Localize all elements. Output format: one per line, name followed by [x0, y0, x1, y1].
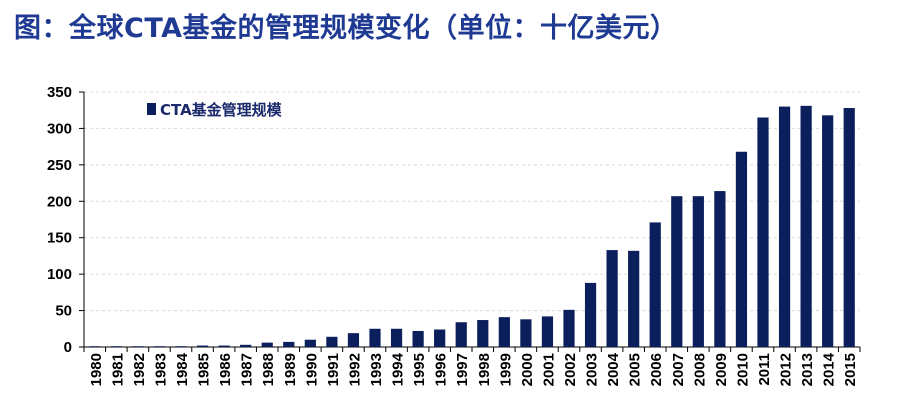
bar-1999[interactable]	[498, 317, 510, 347]
x-tick-label-1981: 1981	[109, 353, 126, 386]
bar-1988[interactable]	[261, 342, 273, 347]
x-tick-label-1990: 1990	[303, 353, 320, 386]
x-tick-label-1999: 1999	[497, 353, 514, 386]
bar-1990[interactable]	[304, 339, 316, 347]
bar-1997[interactable]	[455, 322, 467, 347]
x-tick-label-2013: 2013	[799, 353, 816, 386]
bar-2011[interactable]	[757, 117, 769, 348]
bar-1996[interactable]	[434, 329, 446, 347]
legend-swatch	[147, 103, 156, 115]
bar-1981[interactable]	[110, 346, 122, 347]
bar-2014[interactable]	[822, 115, 834, 347]
bar-2007[interactable]	[671, 196, 683, 347]
y-tick-label-0: 0	[64, 339, 72, 356]
bar-2004[interactable]	[606, 250, 618, 347]
bar-1985[interactable]	[196, 345, 209, 347]
x-tick-label-2002: 2002	[562, 353, 579, 386]
x-tick-label-1998: 1998	[476, 353, 493, 386]
bar-2005[interactable]	[628, 250, 640, 347]
x-tick-label-2004: 2004	[605, 352, 622, 386]
x-tick-label-1988: 1988	[260, 353, 277, 386]
x-tick-label-2007: 2007	[670, 353, 687, 386]
bar-2013[interactable]	[800, 105, 812, 347]
x-tick-label-2012: 2012	[778, 353, 795, 386]
bar-1994[interactable]	[390, 328, 403, 347]
x-tick-label-1989: 1989	[282, 353, 299, 386]
bar-2000[interactable]	[520, 319, 532, 347]
bar-1982[interactable]	[132, 346, 144, 347]
x-tick-label-2001: 2001	[540, 353, 557, 386]
bar-1987[interactable]	[240, 344, 252, 347]
bar-1984[interactable]	[175, 346, 187, 347]
chart-title: 图：全球CTA基金的管理规模变化（单位：十亿美元）	[14, 13, 678, 44]
x-tick-label-2009: 2009	[713, 353, 730, 386]
x-tick-label-1994: 1994	[390, 352, 407, 386]
x-tick-label-1997: 1997	[454, 353, 471, 386]
x-tick-label-1992: 1992	[346, 353, 363, 386]
y-tick-label-50: 50	[55, 303, 72, 320]
x-tick-label-1995: 1995	[411, 353, 428, 386]
x-tick-label-1983: 1983	[152, 353, 169, 386]
x-tick-label-1993: 1993	[368, 353, 385, 386]
y-tick-label-350: 350	[47, 84, 72, 101]
y-tick-label-300: 300	[47, 120, 72, 137]
bar-1992[interactable]	[347, 333, 360, 347]
bar-2015[interactable]	[843, 108, 855, 348]
y-tick-label-200: 200	[47, 193, 72, 210]
x-tick-label-2011: 2011	[756, 353, 773, 386]
bar-1995[interactable]	[412, 330, 424, 347]
y-tick-label-100: 100	[47, 266, 72, 283]
y-tick-label-150: 150	[47, 230, 72, 247]
x-tick-label-2000: 2000	[519, 353, 536, 386]
legend-label: CTA基金管理规模	[160, 101, 283, 119]
x-tick-label-2008: 2008	[691, 353, 708, 386]
bar-1986[interactable]	[218, 345, 230, 347]
x-tick-label-1996: 1996	[433, 353, 450, 386]
x-tick-label-1980: 1980	[88, 353, 105, 386]
x-tick-label-2006: 2006	[648, 353, 665, 386]
bar-2003[interactable]	[584, 282, 597, 347]
bar-2012[interactable]	[778, 106, 791, 347]
x-tick-label-2010: 2010	[734, 353, 751, 386]
bar-1998[interactable]	[477, 320, 489, 347]
y-tick-label-250: 250	[47, 157, 72, 174]
x-tick-label-2014: 2014	[821, 352, 838, 386]
x-tick-label-1985: 1985	[196, 353, 213, 386]
bar-2010[interactable]	[735, 151, 748, 347]
bar-1993[interactable]	[369, 328, 381, 347]
x-tick-label-2003: 2003	[584, 353, 601, 386]
bar-2009[interactable]	[714, 191, 726, 347]
bar-2001[interactable]	[541, 316, 554, 347]
bar-1980[interactable]	[89, 346, 101, 347]
bar-2002[interactable]	[563, 309, 575, 347]
x-tick-label-2005: 2005	[627, 353, 644, 386]
x-tick-label-1991: 1991	[325, 353, 342, 386]
x-tick-label-1984: 1984	[174, 352, 191, 386]
bar-1989[interactable]	[283, 341, 295, 347]
bar-1991[interactable]	[326, 336, 338, 347]
x-tick-label-1982: 1982	[131, 353, 148, 386]
x-tick-label-1987: 1987	[239, 353, 256, 386]
bar-2008[interactable]	[692, 196, 704, 347]
bar-2006[interactable]	[649, 222, 661, 347]
bar-1983[interactable]	[153, 346, 166, 347]
x-tick-label-1986: 1986	[217, 353, 234, 386]
x-tick-label-2015: 2015	[842, 353, 859, 386]
